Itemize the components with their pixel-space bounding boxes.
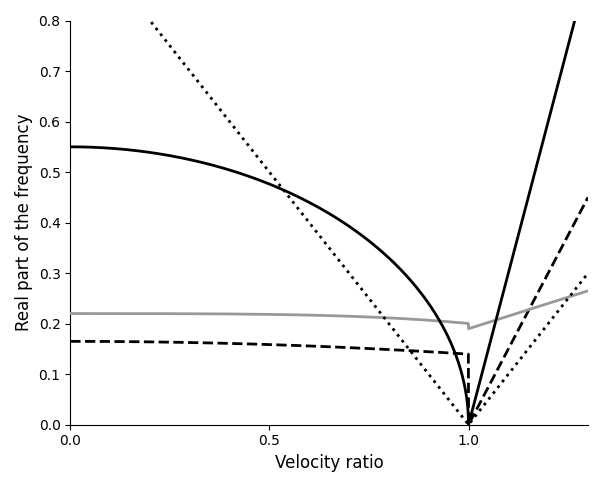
X-axis label: Velocity ratio: Velocity ratio xyxy=(275,454,384,472)
Y-axis label: Real part of the frequency: Real part of the frequency xyxy=(15,114,33,331)
